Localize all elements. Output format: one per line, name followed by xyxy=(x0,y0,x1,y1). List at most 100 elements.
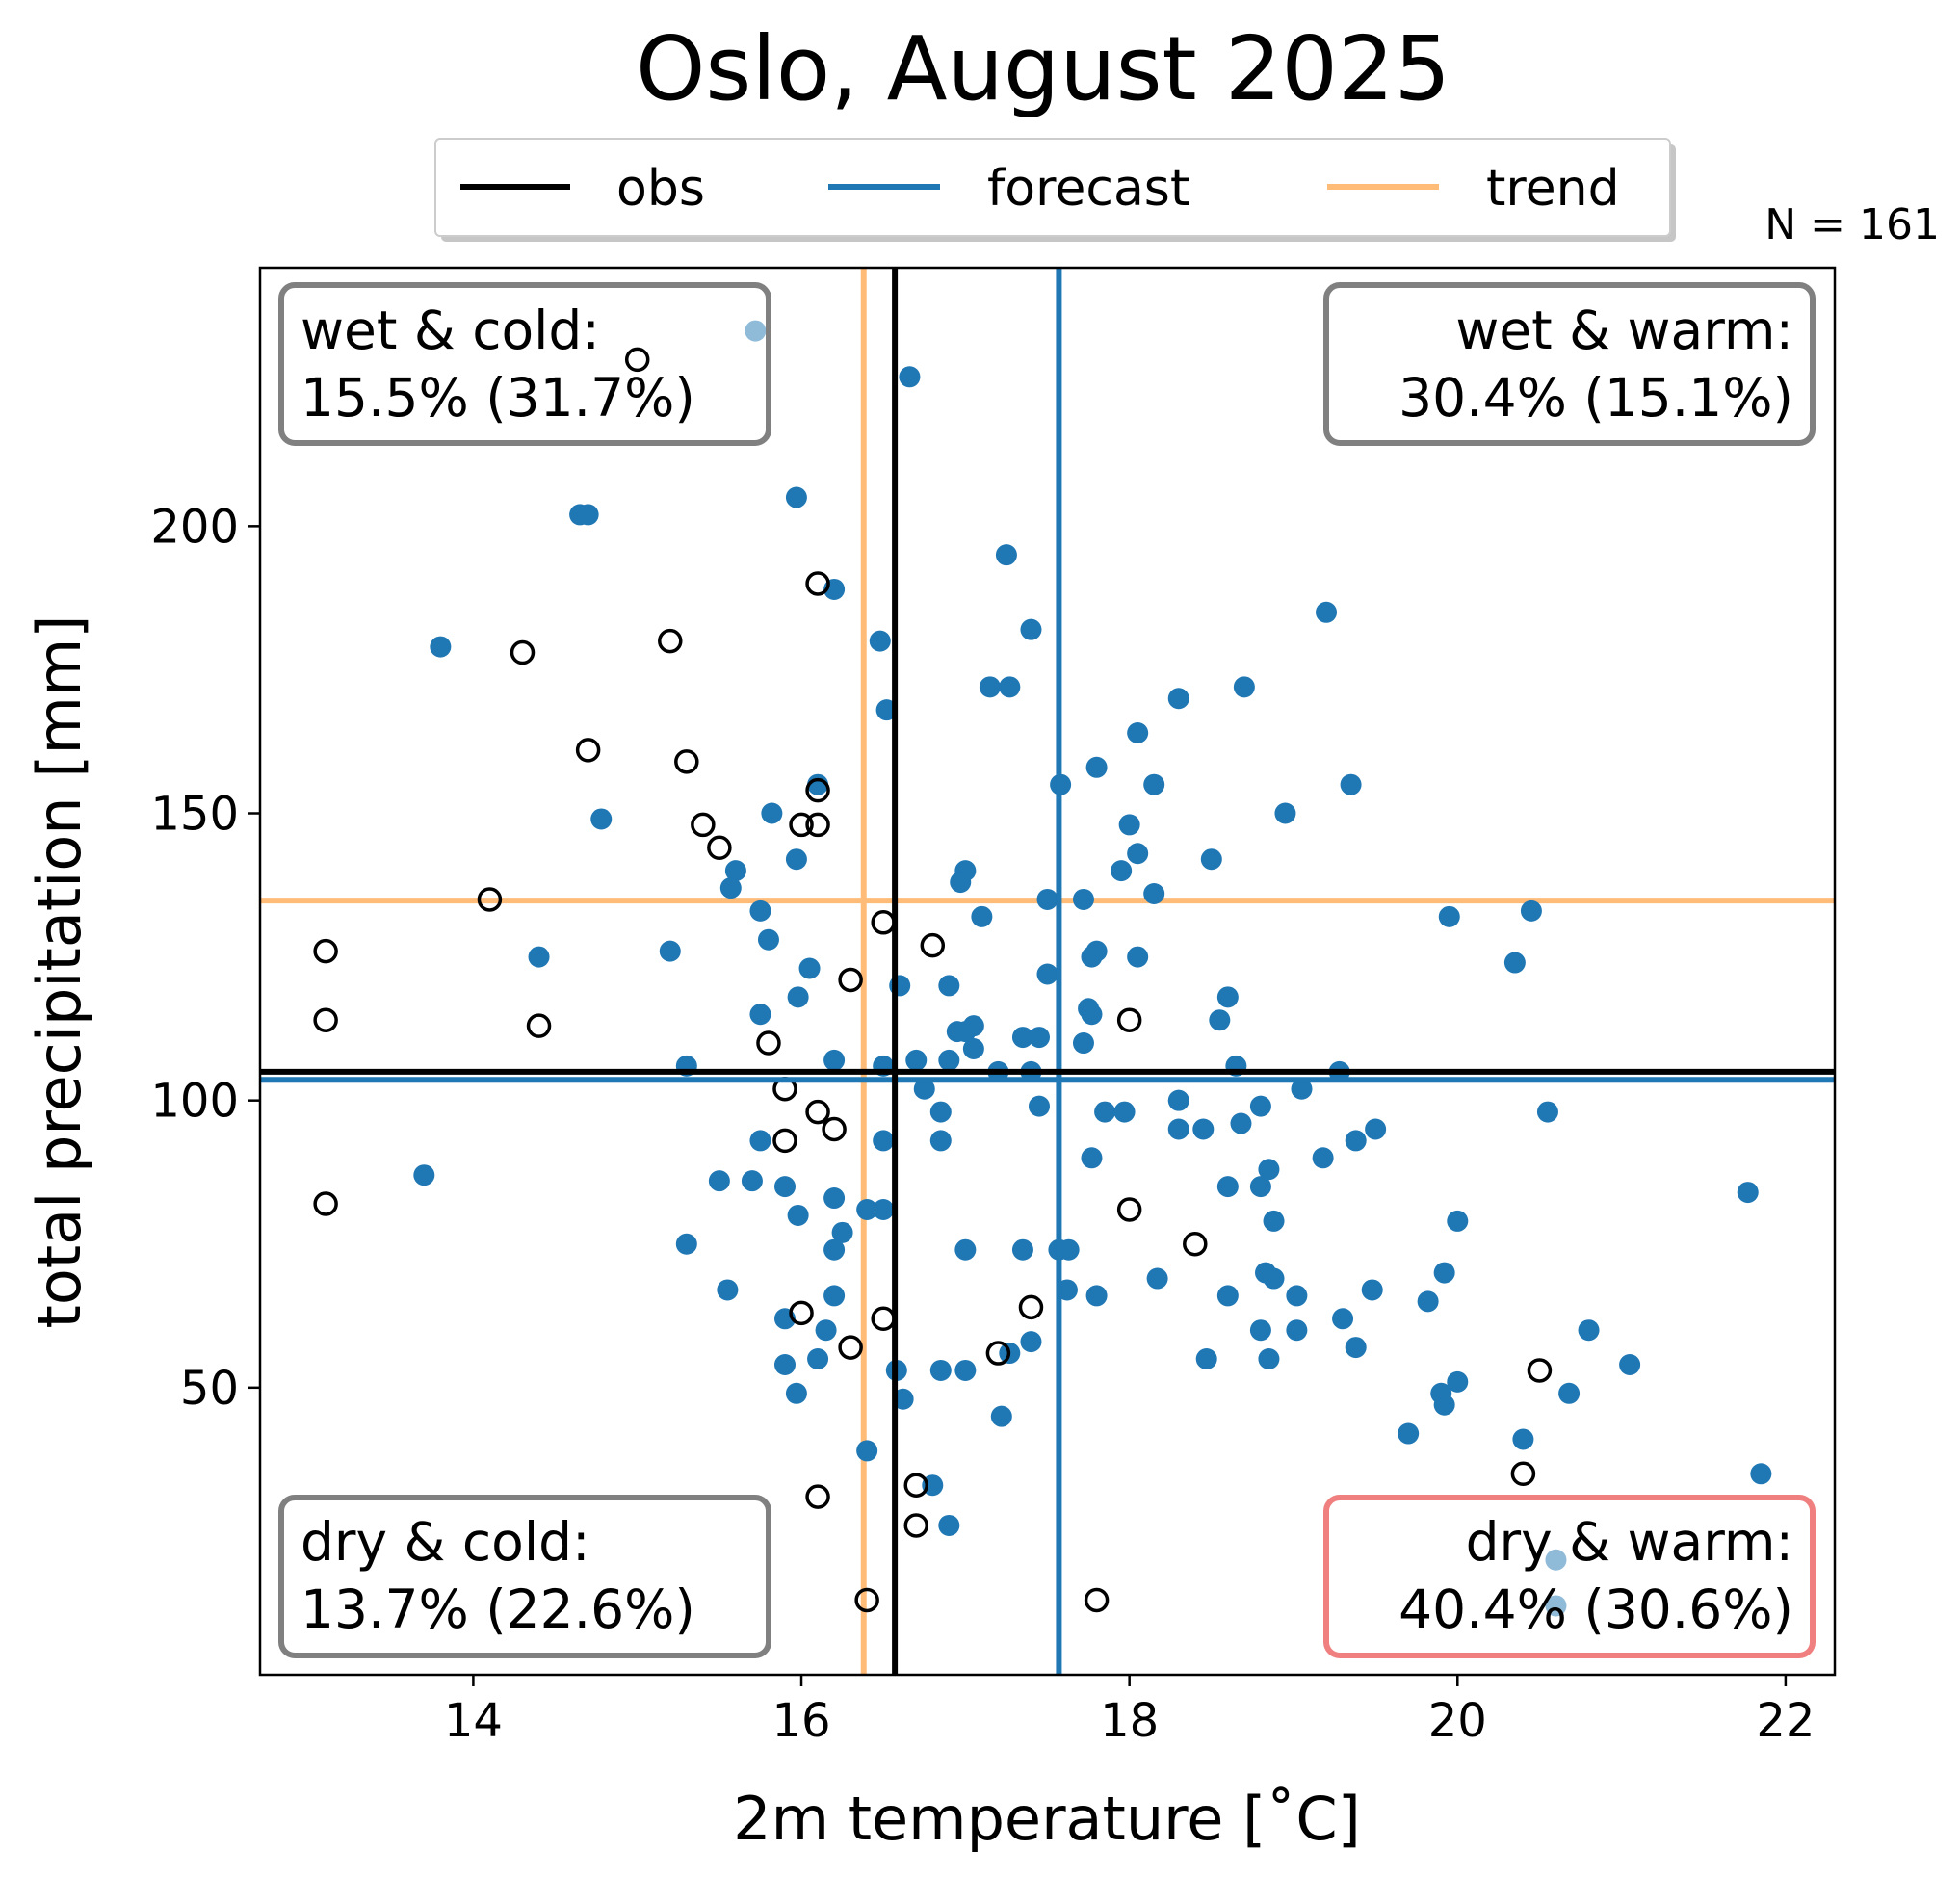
forecast-point xyxy=(856,1198,878,1220)
x-tick-label: 16 xyxy=(771,1694,830,1748)
forecast-point xyxy=(1058,1238,1080,1261)
forecast-point xyxy=(1520,899,1542,922)
y-tick-label: 150 xyxy=(150,788,239,842)
observed-point xyxy=(510,639,536,665)
forecast-point xyxy=(1345,1130,1367,1152)
quadrant-value-wet-cold: 15.5% (31.7%) xyxy=(301,367,695,429)
forecast-point xyxy=(1081,1147,1103,1169)
forecast-point xyxy=(1085,756,1108,778)
observed-point xyxy=(805,812,830,838)
forecast-point xyxy=(875,699,898,721)
forecast-point xyxy=(979,676,1001,698)
observed-point xyxy=(805,1484,830,1509)
forecast-point xyxy=(785,486,807,508)
forecast-point xyxy=(913,1078,935,1100)
forecast-point xyxy=(946,1021,968,1043)
forecast-point xyxy=(1512,1428,1534,1450)
observed-point xyxy=(1116,1007,1142,1032)
forecast-point xyxy=(1127,946,1149,968)
plot-data xyxy=(260,268,1835,1675)
forecast-point xyxy=(954,1359,977,1381)
observed-point xyxy=(854,1587,879,1613)
forecast-point xyxy=(962,1038,984,1060)
forecast-point xyxy=(1447,1370,1469,1393)
forecast-point xyxy=(1216,1285,1239,1307)
forecast-point xyxy=(1028,1027,1050,1049)
forecast-point xyxy=(1200,848,1222,871)
forecast-point xyxy=(1028,1095,1050,1117)
forecast-point xyxy=(1167,1089,1189,1111)
observed-point xyxy=(1510,1461,1536,1487)
forecast-point xyxy=(1036,963,1058,985)
observed-point xyxy=(789,812,814,838)
forecast-point xyxy=(1619,1353,1641,1375)
forecast-point xyxy=(1094,1101,1116,1123)
forecast-point xyxy=(413,1164,435,1186)
x-tick-label: 20 xyxy=(1428,1694,1487,1748)
forecast-point xyxy=(1167,688,1189,710)
forecast-point xyxy=(1111,860,1133,882)
legend: obs forecast trend xyxy=(434,138,1676,242)
forecast-point xyxy=(1345,1337,1367,1359)
forecast-point xyxy=(831,1221,853,1243)
forecast-point xyxy=(1216,986,1239,1008)
forecast-point xyxy=(1249,1095,1271,1117)
forecast-point xyxy=(1249,1319,1271,1342)
forecast-point xyxy=(1143,882,1165,904)
forecast-point xyxy=(749,899,771,922)
forecast-point xyxy=(1286,1285,1308,1307)
observed-point xyxy=(1183,1232,1208,1257)
forecast-point xyxy=(905,1049,928,1071)
forecast-point xyxy=(873,1198,895,1220)
forecast-point xyxy=(929,1130,952,1152)
forecast-point xyxy=(787,986,809,1008)
observed-point xyxy=(624,347,650,373)
quadrant-frame-wet-warm xyxy=(1323,282,1816,446)
forecast-point xyxy=(869,630,891,652)
observed-point xyxy=(920,932,946,958)
x-tick-label: 14 xyxy=(444,1694,503,1748)
forecast-point xyxy=(823,1285,846,1307)
forecast-point xyxy=(1263,1267,1285,1290)
chart-title: Oslo, August 2025 xyxy=(636,17,1450,120)
forecast-point xyxy=(741,1170,763,1192)
forecast-point xyxy=(1578,1319,1600,1342)
forecast-point xyxy=(823,1049,846,1071)
legend-frame xyxy=(434,138,1671,237)
observed-point xyxy=(674,749,699,774)
legend-label-obs: obs xyxy=(616,160,705,218)
observed-point xyxy=(575,738,601,763)
forecast-point xyxy=(929,1359,952,1381)
forecast-point xyxy=(749,1130,771,1152)
forecast-point xyxy=(1081,946,1103,968)
forecast-point xyxy=(1249,1176,1271,1198)
forecast-point xyxy=(1398,1422,1420,1445)
forecast-point xyxy=(950,872,972,894)
y-tick-label: 200 xyxy=(150,500,239,554)
forecast-point xyxy=(1312,1147,1334,1169)
forecast-point xyxy=(807,1348,829,1370)
observed-point xyxy=(822,1116,847,1142)
forecast-point xyxy=(938,1514,960,1536)
forecast-point xyxy=(1230,1112,1252,1134)
quadrant-box-dry-warm: dry & warm: 40.4% (30.6%) xyxy=(1323,1495,1816,1658)
forecast-point xyxy=(1291,1078,1313,1100)
y-tick-label: 50 xyxy=(180,1362,239,1416)
quadrant-label-wet-cold: wet & cold: xyxy=(301,300,600,361)
forecast-point-faded xyxy=(1545,1549,1567,1571)
forecast-point xyxy=(749,1004,771,1026)
forecast-point xyxy=(1361,1279,1383,1301)
forecast-point xyxy=(1216,1176,1239,1198)
quadrant-frame-wet-cold xyxy=(278,282,771,446)
forecast-point xyxy=(892,1388,914,1410)
quadrant-label-wet-warm: wet & warm: xyxy=(1455,300,1793,361)
forecast-point xyxy=(938,1049,960,1071)
forecast-point xyxy=(1127,843,1149,865)
forecast-point xyxy=(899,366,921,388)
member-count: N = 161 xyxy=(1764,200,1940,249)
x-tick-label: 18 xyxy=(1100,1694,1159,1748)
forecast-point xyxy=(1081,1004,1103,1026)
forecast-point xyxy=(1258,1348,1280,1370)
forecast-point xyxy=(787,1204,809,1226)
observed-point xyxy=(871,1306,896,1332)
